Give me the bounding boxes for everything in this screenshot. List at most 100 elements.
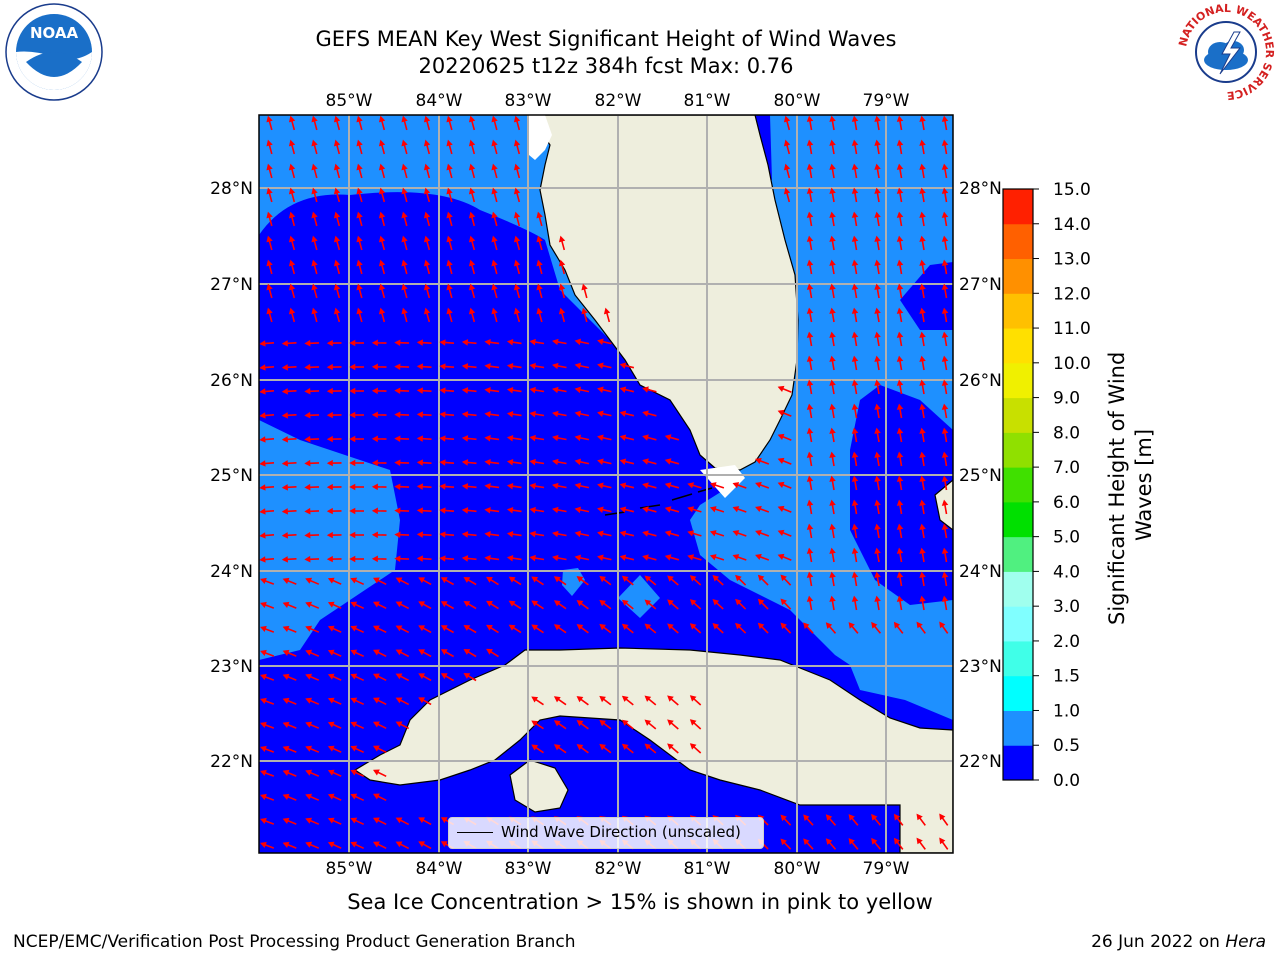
wave-direction-arrowhead [689,623,697,630]
lon-tick-bottom: 85°W [326,859,373,879]
wave-direction-arrowhead [506,458,514,466]
wave-direction-arrowhead [416,411,423,418]
wave-direction-arrowhead [282,817,290,824]
wave-direction-arrowhead [281,340,288,347]
wave-direction-arrowhead [642,530,649,537]
wave-direction-arrowhead [395,601,403,608]
wave-direction-arrowhead [418,697,426,704]
wave-direction-arrowhead [777,529,785,536]
wave-direction-arrowhead [260,673,267,681]
wave-direction-arrowhead [642,386,649,393]
wave-direction-arrowhead [373,721,380,728]
wave-direction-arrowhead [440,649,448,656]
wave-direction-arrowhead [378,307,386,315]
wave-direction-arrowhead [373,793,380,800]
florida-keys [604,487,713,516]
wave-direction-arrowhead [896,547,904,554]
wave-direction-arrowhead [896,163,904,170]
wave-direction-arrowhead [803,814,810,822]
wave-direction-arrowhead [418,673,426,680]
wave-direction-arrowhead [327,601,335,608]
lon-tick-top: 81°W [684,91,731,111]
lon-tick-bottom: 84°W [416,859,463,879]
wave-direction-arrowhead [851,331,859,338]
wave-direction-arrowhead [327,817,335,824]
wave-direction-arrowhead [829,499,836,506]
wave-direction-arrowhead [327,745,335,752]
wave-direction-arrowhead [783,187,791,195]
wave-direction-arrowhead [919,595,926,602]
colorbar-segment [1003,223,1033,260]
wave-direction-arrowhead [350,673,358,680]
wave-direction-arrowhead [484,411,491,418]
wave-direction-arrowhead [491,211,498,219]
wave-direction-arrowhead [446,259,453,267]
wave-direction-arrowhead [266,307,273,315]
wave-direction-arrowhead [919,283,926,290]
wave-direction-arrowhead [418,577,426,584]
lon-tick-top: 80°W [774,91,821,111]
wave-direction-arrowhead [506,482,514,490]
wave-direction-arrowhead [350,793,358,800]
colorbar-tick-label: 15.0 [1053,180,1091,200]
coast-mask [529,115,552,160]
wave-direction-arrowhead [440,625,448,632]
wave-direction-arrowhead [282,745,290,752]
wave-direction-arrowhead [440,601,448,608]
wave-direction-arrowhead [311,115,318,123]
wave-direction-arrowhead [642,506,649,513]
wave-direction-arrowhead [552,530,559,538]
wave-direction-arrowhead [896,571,904,578]
wave-direction-arrowhead [871,837,878,845]
wave-direction-arrowhead [395,721,403,728]
wave-direction-arrowhead [574,362,582,370]
colorbar-segment [1003,536,1033,572]
chart-title: GEFS MEAN Key West Significant Height of… [315,27,897,51]
wave-direction-arrowhead [349,435,356,443]
wave-direction-arrowhead [423,187,431,195]
wave-direction-arrowhead [941,187,949,194]
wave-direction-arrowhead [874,355,881,362]
wave-direction-arrowhead [919,115,926,122]
wave-direction-arrowhead [874,475,881,482]
wave-direction-arrowhead [874,187,881,194]
wave-direction-arrowhead [491,307,498,315]
lat-tick-left: 25°N [210,466,253,486]
wave-direction-arrowhead [439,387,446,394]
wave-direction-arrowhead [416,363,423,370]
wave-direction-arrowhead [919,475,926,482]
wave-direction-arrowhead [446,211,453,219]
wave-direction-arrowhead [667,719,674,726]
wave-direction-arrowhead [333,187,341,195]
lon-tick-top: 83°W [505,91,552,111]
wave-direction-arrowhead [356,283,363,291]
wave-direction-arrowhead [461,507,469,514]
wave-direction-arrowhead [439,339,446,346]
wave-direction-arrowhead [777,457,785,464]
lon-tick-top: 85°W [326,91,373,111]
colorbar-segment [1003,258,1033,294]
wave-direction-arrowhead [281,484,288,491]
wave-direction-arrowhead [848,622,855,629]
wave-direction-arrowhead [777,433,785,440]
wave-direction-arrowhead [851,379,859,386]
wave-direction-arrowhead [709,530,717,537]
wave-direction-arrowhead [266,211,273,219]
wave-direction-arrowhead [484,531,491,538]
wave-direction-arrowhead [851,115,859,122]
wave-direction-arrowhead [757,622,765,630]
wave-direction-arrowhead [829,115,836,122]
wave-direction-arrowhead [327,649,335,656]
lon-tick-bottom: 83°W [505,859,552,879]
wave-direction-arrowhead [712,623,720,630]
wave-direction-arrowhead [333,139,341,147]
wave-direction-arrowhead [529,362,536,370]
wave-direction-arrowhead [305,769,313,776]
wave-direction-arrowhead [851,235,859,242]
wave-direction-arrowhead [531,576,539,583]
wave-direction-arrowhead [806,307,814,314]
wave-direction-arrowhead [304,555,311,563]
lat-tick-right: 28°N [959,179,1002,199]
wave-direction-arrowhead [349,459,356,467]
wave-direction-arrowhead [288,115,296,123]
